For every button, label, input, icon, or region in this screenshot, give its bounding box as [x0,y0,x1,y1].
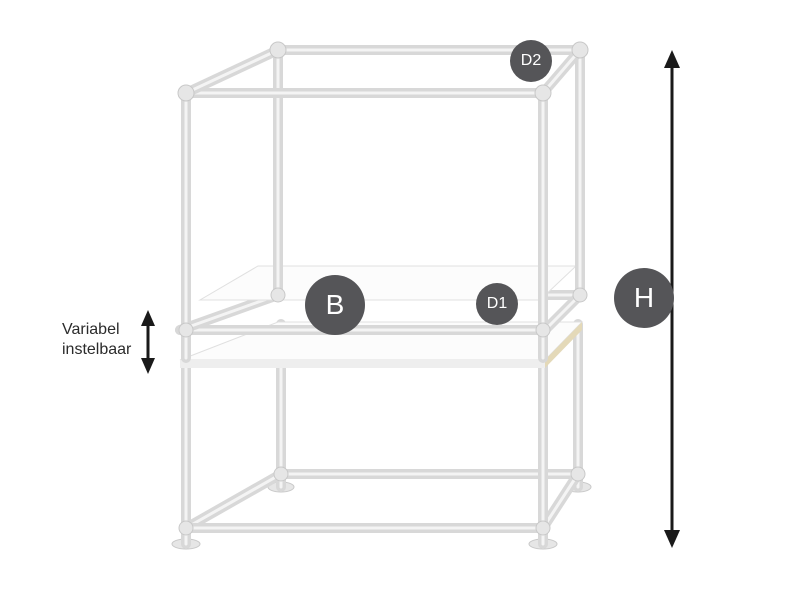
label-variabel-line1: Variabel [62,320,131,340]
badge-d1-text: D1 [487,295,507,313]
badge-h: H [614,268,674,328]
label-variabel: Variabel instelbaar [62,320,131,360]
variable-arrow [0,0,800,600]
badge-d2: D2 [510,40,552,82]
badge-b: B [305,275,365,335]
badge-h-text: H [634,282,654,314]
diagram-stage: B D1 D2 H Variabel instelbaar [0,0,800,600]
label-variabel-line2: instelbaar [62,340,131,360]
badge-d1: D1 [476,283,518,325]
badge-b-text: B [326,289,345,321]
badge-d2-text: D2 [521,52,541,70]
